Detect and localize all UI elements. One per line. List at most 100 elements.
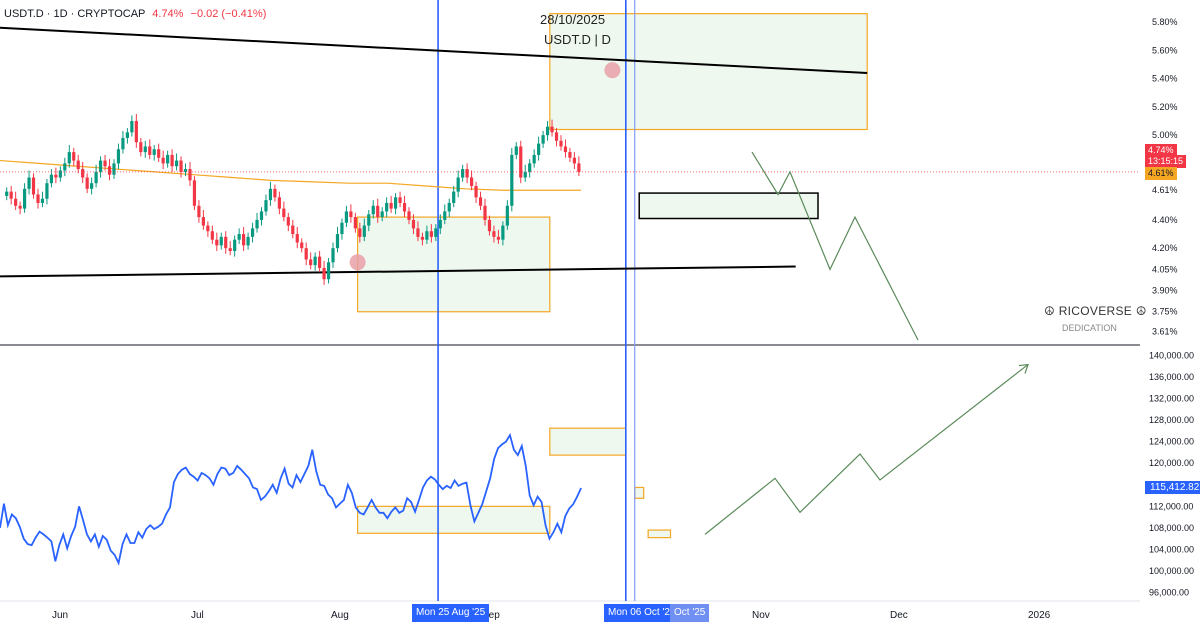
x-tick-partial: Sep — [482, 610, 500, 621]
candle-body-72 — [326, 262, 331, 280]
candle-body-6 — [31, 177, 36, 195]
candle-body-90 — [407, 211, 411, 220]
candle-body-60 — [273, 188, 277, 198]
candle-body-82 — [371, 205, 375, 215]
candle-body-17 — [81, 169, 85, 178]
candle-body-16 — [76, 160, 80, 170]
candle-body-66 — [300, 242, 304, 249]
candle-body-39 — [179, 160, 183, 172]
candle-body-88 — [398, 197, 402, 203]
candle-body-40 — [183, 169, 188, 172]
candle-body-42 — [192, 180, 197, 206]
x-tick-3: Nov — [752, 610, 770, 621]
annotation-label: USDT.D | D — [544, 32, 611, 47]
top-zone-1 — [549, 13, 868, 131]
candle-body-102 — [461, 169, 465, 178]
candle-body-94 — [425, 231, 429, 240]
candle-body-10 — [49, 174, 54, 184]
y-tick-bottom-0: 140,000.00 — [1149, 350, 1194, 360]
candle-body-32 — [148, 146, 152, 155]
y-tick-bottom-7: 112,000.00 — [1149, 501, 1193, 511]
candle-body-43 — [197, 205, 201, 218]
candle-body-34 — [157, 149, 161, 158]
candle-body-118 — [532, 154, 536, 164]
candle-body-80 — [362, 225, 366, 237]
candle-body-41 — [188, 169, 192, 181]
candle-body-85 — [385, 202, 389, 212]
price-axis[interactable] — [1140, 0, 1200, 624]
candles[interactable] — [0, 113, 1140, 285]
candle-body-58 — [264, 200, 268, 212]
candle-body-112 — [505, 205, 509, 226]
chart-header: USDT.D · 1D · CRYPTOCAP 4.74% −0.02 (−0.… — [4, 8, 266, 20]
candle-body-22 — [103, 160, 107, 167]
x-tick-2: Aug — [331, 610, 349, 621]
y-tick-bottom-5: 120,000.00 — [1149, 458, 1194, 468]
candle-body-71 — [322, 267, 326, 280]
candle-body-67 — [304, 248, 308, 260]
candle-body-91 — [411, 219, 416, 229]
touch-dot-1 — [604, 62, 621, 79]
candle-body-45 — [206, 225, 210, 232]
candle-body-100 — [452, 191, 456, 203]
candle-body-51 — [233, 239, 237, 251]
candle-body-18 — [85, 177, 89, 189]
candle-body-96 — [434, 228, 438, 237]
touch-dot-0 — [349, 254, 366, 271]
y-tick-top-2: 5.40% — [1152, 74, 1178, 84]
candle-body-87 — [393, 197, 398, 209]
y-tick-top-11: 3.75% — [1152, 307, 1178, 317]
btc-line-group[interactable] — [0, 432, 582, 566]
y-tick-bottom-3: 128,000.00 — [1149, 415, 1194, 425]
projection-paths[interactable] — [704, 151, 1029, 535]
top-zone-0 — [357, 216, 551, 313]
trendline-1 — [0, 265, 796, 278]
trendlines[interactable] — [0, 26, 868, 278]
ma200-line — [0, 159, 582, 191]
candle-body-24 — [112, 163, 116, 175]
candle-body-31 — [143, 146, 147, 153]
candle-body-114 — [514, 146, 518, 155]
btc-projection — [704, 364, 1029, 535]
bottom-zones — [357, 427, 672, 539]
candle-body-52 — [237, 234, 241, 240]
candle-body-38 — [174, 160, 179, 167]
candle-body-13 — [63, 163, 67, 171]
y-tick-bottom-2: 132,000.00 — [1149, 394, 1194, 404]
candle-body-117 — [528, 163, 532, 172]
change-label: −0.02 (−0.41%) — [190, 8, 267, 20]
y-tick-bottom-11: 96,000.00 — [1149, 588, 1189, 598]
candle-body-25 — [116, 149, 121, 164]
candle-body-30 — [139, 142, 143, 153]
candle-body-11 — [54, 174, 58, 178]
watermark-name: ☮ RICOVERSE ☮ — [1044, 304, 1147, 318]
candle-body-73 — [331, 248, 335, 263]
bottom-zone-0 — [357, 505, 551, 534]
candle-body-21 — [98, 160, 103, 172]
last-price-label: 4.74% — [152, 8, 184, 20]
y-tick-bottom-8: 108,000.00 — [1149, 523, 1194, 533]
candle-body-49 — [224, 236, 228, 249]
vertical-lines[interactable] — [437, 0, 636, 601]
y-tick-top-3: 5.20% — [1152, 102, 1178, 112]
candle-body-0 — [5, 191, 9, 196]
x-tick-5: 2026 — [1028, 610, 1051, 621]
candle-body-124 — [559, 140, 563, 147]
x-ticks: Jun Jul Aug Nov Dec 2026 Sep — [52, 610, 1051, 621]
candle-body-111 — [501, 225, 505, 240]
touch-dots — [349, 62, 621, 271]
y-tick-top-4: 5.00% — [1152, 130, 1178, 140]
candle-body-59 — [268, 188, 273, 201]
candle-body-8 — [40, 198, 45, 203]
candle-body-116 — [523, 171, 527, 178]
candle-body-119 — [537, 143, 541, 155]
y-tick-top-12: 3.61% — [1152, 327, 1178, 337]
top-zones — [357, 13, 868, 313]
candle-body-5 — [27, 177, 31, 189]
y-tick-bottom-10: 100,000.00 — [1149, 566, 1194, 576]
y-tick-top-8: 4.20% — [1152, 243, 1178, 253]
symbol-label[interactable]: USDT.D · 1D · CRYPTOCAP — [4, 8, 146, 20]
candle-body-78 — [353, 217, 357, 229]
candle-body-106 — [478, 197, 483, 206]
